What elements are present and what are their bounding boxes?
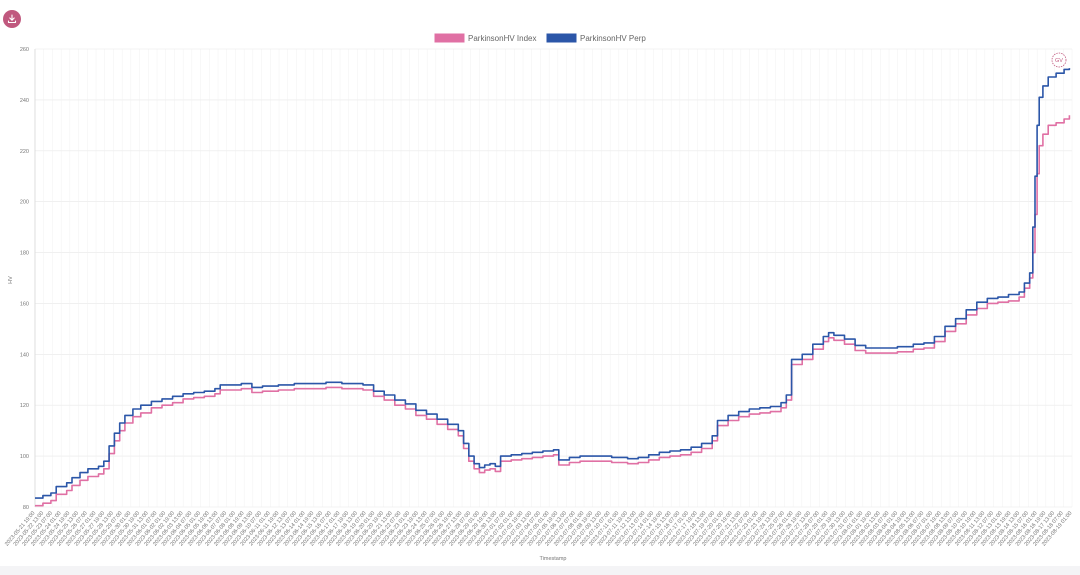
chart-series — [35, 68, 1071, 507]
legend-item[interactable]: ParkinsonHV Perp — [546, 33, 646, 43]
legend-label: ParkinsonHV Index — [468, 34, 536, 43]
y-tick-label: 80 — [23, 505, 29, 511]
y-axis-ticks: 80 100 120 140 160 180 200 220 240 260 — [20, 47, 36, 511]
y-tick-label: 120 — [20, 403, 29, 409]
series-line-parkinsonhv-index — [35, 115, 1071, 507]
gv-annotation-label: GV — [1055, 58, 1063, 64]
y-axis-title: HV — [8, 276, 14, 284]
legend-label: ParkinsonHV Perp — [580, 34, 646, 43]
legend-item[interactable]: ParkinsonHV Index — [434, 33, 536, 43]
y-tick-label: 100 — [20, 454, 29, 460]
y-tick-label: 160 — [20, 301, 29, 307]
y-tick-label: 200 — [20, 200, 29, 206]
gv-annotation: GV — [1051, 52, 1067, 68]
y-tick-label: 260 — [20, 47, 29, 53]
y-tick-label: 240 — [20, 98, 29, 104]
download-button[interactable] — [3, 10, 21, 28]
series-line-parkinsonhv-perp — [35, 68, 1071, 499]
y-tick-label: 140 — [20, 352, 29, 358]
gv-annotation-circle — [1051, 52, 1067, 68]
legend-swatch — [434, 33, 465, 43]
download-icon — [7, 14, 17, 24]
y-tick-label: 180 — [20, 251, 29, 257]
y-tick-label: 220 — [20, 149, 29, 155]
chart-grid — [34, 48, 1073, 508]
chart-legend[interactable]: ParkinsonHV Index ParkinsonHV Perp — [434, 33, 646, 43]
x-axis-title: Timestamp — [540, 556, 567, 562]
legend-swatch — [546, 33, 577, 43]
